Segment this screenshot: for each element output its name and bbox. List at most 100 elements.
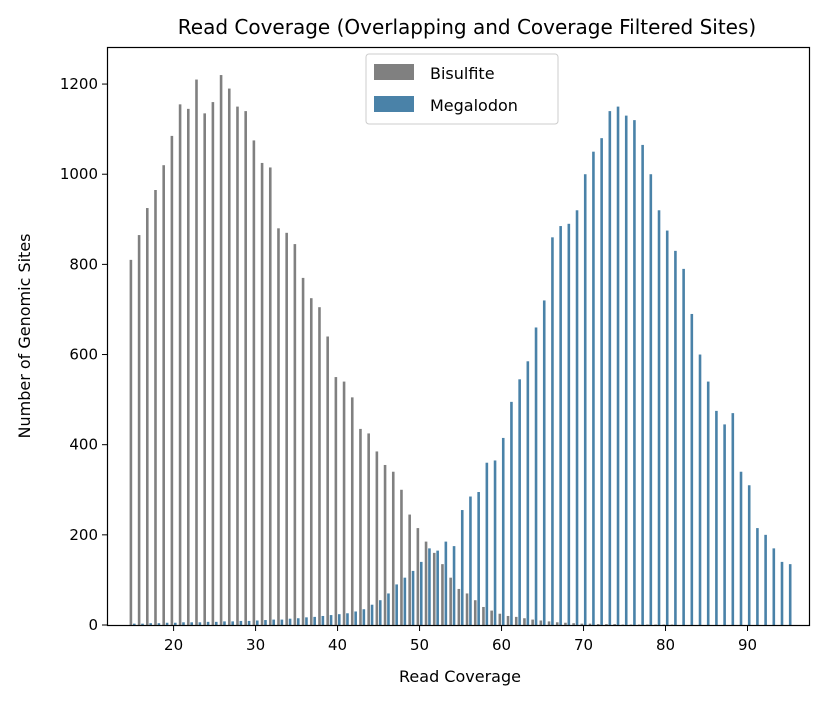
bar-bisulfite-61 — [506, 615, 510, 625]
bar-megalodon-54 — [452, 546, 456, 625]
bar-megalodon-49 — [411, 570, 415, 625]
bar-bisulfite-35 — [293, 244, 297, 625]
bar-megalodon-33 — [280, 619, 284, 625]
bar-megalodon-61 — [510, 401, 513, 625]
bar-megalodon-56 — [469, 496, 472, 625]
bar-megalodon-44 — [370, 604, 374, 625]
bar-megalodon-55 — [460, 510, 464, 625]
bar-bisulfite-58 — [482, 606, 485, 625]
bar-megalodon-31 — [264, 620, 267, 625]
bar-bisulfite-25 — [211, 102, 215, 626]
bar-megalodon-19 — [165, 622, 169, 625]
bar-bisulfite-64 — [531, 619, 534, 625]
bar-bisulfite-46 — [383, 464, 387, 625]
bar-megalodon-90 — [747, 485, 751, 625]
bar-bisulfite-70 — [580, 623, 584, 625]
legend: Bisulfite Megalodon — [365, 53, 559, 125]
bar-megalodon-18 — [157, 623, 161, 625]
bar-megalodon-81 — [674, 250, 677, 625]
bar-bisulfite-49 — [408, 514, 411, 625]
y-tick-label-200: 200 — [69, 526, 98, 544]
x-tick-label-40: 40 — [328, 636, 347, 654]
bar-megalodon-45 — [378, 600, 382, 625]
bar-bisulfite-20 — [170, 135, 174, 625]
bar-bisulfite-29 — [244, 111, 247, 626]
bar-megalodon-62 — [518, 379, 521, 625]
bar-megalodon-36 — [305, 617, 308, 625]
bar-bisulfite-24 — [203, 113, 206, 626]
bar-megalodon-83 — [690, 313, 694, 625]
bar-megalodon-35 — [296, 618, 300, 625]
bar-megalodon-60 — [501, 437, 505, 625]
bar-megalodon-74 — [616, 106, 620, 626]
bar-bisulfite-68 — [564, 622, 567, 625]
bar-megalodon-53 — [444, 541, 448, 625]
bar-megalodon-79 — [657, 210, 661, 625]
x-axis-ticks: 20 30 40 50 60 70 80 90 — [164, 625, 757, 654]
bar-bisulfite-17 — [145, 208, 149, 625]
bar-megalodon-16 — [141, 623, 144, 625]
bar-megalodon-32 — [272, 619, 275, 625]
bar-megalodon-51 — [428, 548, 431, 625]
bar-bisulfite-40 — [334, 377, 338, 625]
bar-megalodon-46 — [387, 593, 390, 625]
bar-megalodon-52 — [436, 550, 439, 625]
bar-bisulfite-34 — [285, 232, 288, 625]
bar-megalodon-91 — [756, 528, 759, 625]
bars-layer — [129, 75, 792, 626]
bar-bisulfite-16 — [137, 235, 141, 625]
bar-bisulfite-73 — [605, 624, 608, 625]
chart-title: Read Coverage (Overlapping and Coverage … — [178, 15, 756, 39]
bar-megalodon-69 — [575, 210, 579, 625]
bar-bisulfite-65 — [539, 620, 543, 625]
bar-megalodon-38 — [321, 615, 325, 625]
bar-megalodon-95 — [788, 564, 792, 625]
bar-megalodon-87 — [723, 424, 726, 625]
bar-megalodon-57 — [477, 492, 480, 625]
bar-bisulfite-38 — [318, 307, 321, 625]
bar-megalodon-78 — [649, 174, 653, 625]
bar-megalodon-92 — [764, 534, 767, 625]
bar-bisulfite-66 — [547, 621, 551, 625]
bar-megalodon-15 — [133, 623, 136, 625]
bar-bisulfite-33 — [277, 228, 280, 625]
bar-megalodon-82 — [682, 268, 685, 625]
bar-megalodon-73 — [608, 111, 612, 626]
legend-swatch-megalodon — [374, 96, 414, 112]
bar-megalodon-70 — [583, 174, 587, 625]
bar-megalodon-71 — [592, 151, 595, 625]
legend-label-megalodon: Megalodon — [430, 96, 518, 115]
legend-label-bisulfite: Bisulfite — [430, 64, 495, 83]
bar-megalodon-76 — [633, 120, 636, 626]
bar-bisulfite-18 — [154, 190, 157, 625]
bar-bisulfite-69 — [572, 623, 575, 625]
y-axis-label: Number of Genomic Sites — [15, 233, 34, 438]
bar-bisulfite-54 — [449, 577, 452, 625]
bar-megalodon-86 — [715, 410, 718, 625]
bar-megalodon-77 — [641, 144, 644, 626]
bar-megalodon-89 — [739, 471, 743, 625]
x-axis-label: Read Coverage — [399, 667, 521, 686]
bar-megalodon-66 — [551, 237, 554, 625]
bar-bisulfite-53 — [441, 564, 444, 625]
bar-megalodon-42 — [354, 611, 357, 625]
x-tick-label-60: 60 — [492, 636, 511, 654]
bar-megalodon-22 — [190, 622, 193, 625]
bar-bisulfite-32 — [268, 167, 272, 625]
bar-bisulfite-15 — [129, 259, 133, 625]
bar-bisulfite-71 — [588, 623, 592, 625]
bar-bisulfite-48 — [400, 489, 403, 625]
plot-area-frame — [106, 46, 811, 627]
bar-bisulfite-21 — [178, 104, 182, 626]
y-tick-label-800: 800 — [69, 255, 98, 273]
bar-bisulfite-37 — [309, 298, 313, 625]
y-tick-label-1000: 1000 — [60, 165, 98, 183]
bar-megalodon-30 — [255, 620, 259, 625]
bar-megalodon-63 — [526, 361, 530, 625]
bar-megalodon-27 — [231, 621, 234, 625]
bar-megalodon-59 — [493, 460, 497, 625]
bar-bisulfite-67 — [555, 622, 559, 625]
y-axis-ticks: 0 200 400 600 800 1000 1200 — [60, 75, 108, 634]
bar-bisulfite-51 — [424, 541, 428, 625]
